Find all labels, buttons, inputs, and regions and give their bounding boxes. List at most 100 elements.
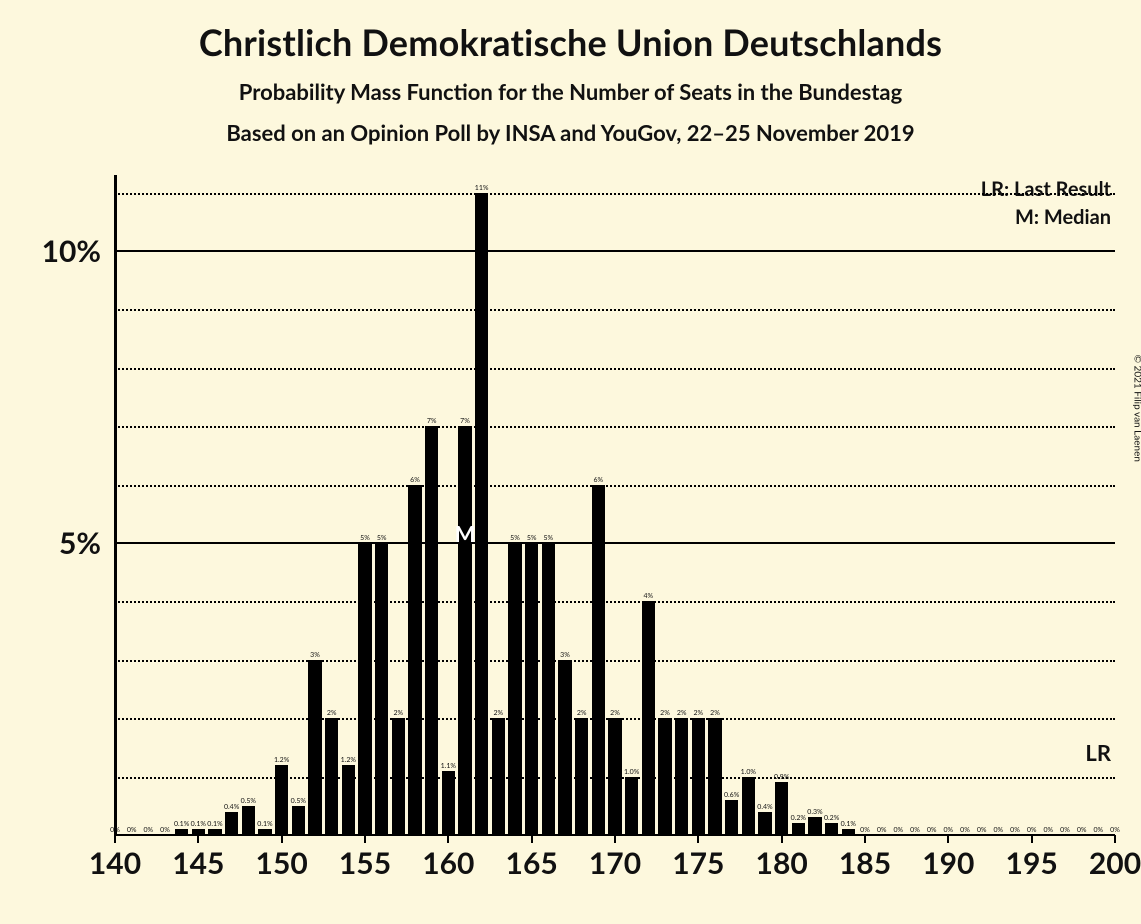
bar: 1.1% — [442, 771, 456, 835]
bar: 2% — [675, 718, 689, 835]
x-tick — [1114, 835, 1116, 843]
chart-title: Christlich Demokratische Union Deutschla… — [0, 0, 1141, 64]
bar: 0.9% — [775, 782, 789, 835]
bar: 0.5% — [242, 806, 256, 835]
x-tick — [864, 835, 866, 843]
bar-value-label: 0.9% — [774, 773, 789, 781]
x-tick-label: 145 — [172, 845, 224, 881]
bar-value-label: 0% — [927, 826, 937, 834]
bar-value-label: 5% — [510, 534, 520, 542]
bar: 0.2% — [825, 823, 839, 835]
bar: 2% — [692, 718, 706, 835]
bar: 4% — [642, 601, 656, 835]
bar: 2% — [575, 718, 589, 835]
bar: 7% — [458, 426, 472, 835]
gridline-major — [115, 250, 1115, 252]
bar-value-label: 1.0% — [624, 768, 639, 776]
bar: 1.2% — [275, 765, 289, 835]
x-tick-label: 175 — [672, 845, 724, 881]
bar: 0.5% — [292, 806, 306, 835]
gridline-major — [115, 542, 1115, 544]
x-tick-label: 190 — [922, 845, 974, 881]
bar-value-label: 2% — [393, 709, 403, 717]
median-marker: M — [455, 520, 476, 547]
bar: 2% — [492, 718, 506, 835]
bar: 3% — [308, 660, 322, 835]
bar-value-label: 2% — [660, 709, 670, 717]
gridline-minor — [115, 485, 1115, 487]
x-tick — [697, 835, 699, 843]
bar: 1.0% — [625, 777, 639, 835]
x-tick — [447, 835, 449, 843]
bar-value-label: 2% — [577, 709, 587, 717]
bar-value-label: 7% — [427, 417, 437, 425]
plot-area: LR: Last Result M: Median 5%10%140145150… — [115, 175, 1115, 835]
bar: 1.0% — [742, 777, 756, 835]
x-tick-label: 150 — [256, 845, 308, 881]
x-tick-label: 155 — [339, 845, 391, 881]
bar-value-label: 5% — [360, 534, 370, 542]
chart-container: Christlich Demokratische Union Deutschla… — [0, 0, 1141, 924]
bar: 0.1% — [842, 829, 856, 835]
legend-lr: LR: Last Result — [981, 177, 1111, 201]
x-tick — [281, 835, 283, 843]
chart-subtitle-2: Based on an Opinion Poll by INSA and You… — [0, 119, 1141, 146]
bar-value-label: 0% — [143, 826, 153, 834]
bar: 2% — [658, 718, 672, 835]
bar: 5% — [375, 543, 389, 835]
bar-value-label: 0.4% — [224, 803, 239, 811]
bar: 2% — [608, 718, 622, 835]
x-tick-label: 200 — [1089, 845, 1141, 881]
bar-value-label: 0% — [1077, 826, 1087, 834]
bar-value-label: 0% — [993, 826, 1003, 834]
bar-value-label: 2% — [493, 709, 503, 717]
bar-value-label: 0% — [1043, 826, 1053, 834]
y-tick-label: 5% — [59, 525, 101, 561]
bar: 3% — [558, 660, 572, 835]
bar: 5% — [508, 543, 522, 835]
y-axis — [114, 175, 117, 835]
bar-value-label: 0.1% — [191, 820, 206, 828]
bar: 2% — [325, 718, 339, 835]
bar-value-label: 0% — [110, 826, 120, 834]
x-tick — [781, 835, 783, 843]
bar-value-label: 0.2% — [824, 814, 839, 822]
x-tick — [114, 835, 116, 843]
bar-value-label: 7% — [460, 417, 470, 425]
bar-value-label: 0% — [960, 826, 970, 834]
bar-value-label: 0% — [127, 826, 137, 834]
bar-value-label: 2% — [327, 709, 337, 717]
bar-value-label: 2% — [610, 709, 620, 717]
bar-value-label: 0.5% — [241, 797, 256, 805]
x-tick-label: 185 — [839, 845, 891, 881]
bar: 1.2% — [342, 765, 356, 835]
bar-value-label: 3% — [310, 651, 320, 659]
bar: 0.6% — [725, 800, 739, 835]
bar-value-label: 0% — [977, 826, 987, 834]
gridline-minor — [115, 660, 1115, 662]
bar-value-label: 0% — [1027, 826, 1037, 834]
bar-value-label: 0.3% — [807, 808, 822, 816]
bar-value-label: 0.1% — [841, 820, 856, 828]
x-tick — [947, 835, 949, 843]
bar-value-label: 6% — [593, 476, 603, 484]
bar-value-label: 0% — [1060, 826, 1070, 834]
bar: 6% — [592, 485, 606, 835]
x-tick-label: 140 — [89, 845, 141, 881]
bar-value-label: 5% — [527, 534, 537, 542]
bar-value-label: 0% — [877, 826, 887, 834]
x-tick-label: 180 — [756, 845, 808, 881]
bar-value-label: 0% — [160, 826, 170, 834]
bar: 5% — [542, 543, 556, 835]
bar-value-label: 0.6% — [724, 791, 739, 799]
bar-value-label: 0% — [943, 826, 953, 834]
x-tick — [614, 835, 616, 843]
bar-value-label: 0% — [1010, 826, 1020, 834]
bar-value-label: 0% — [1110, 826, 1120, 834]
bar-value-label: 2% — [677, 709, 687, 717]
bar: 0.1% — [175, 829, 189, 835]
gridline-minor — [115, 309, 1115, 311]
bar: 0.1% — [258, 829, 272, 835]
bar: 5% — [358, 543, 372, 835]
bar: 11% — [475, 193, 489, 835]
